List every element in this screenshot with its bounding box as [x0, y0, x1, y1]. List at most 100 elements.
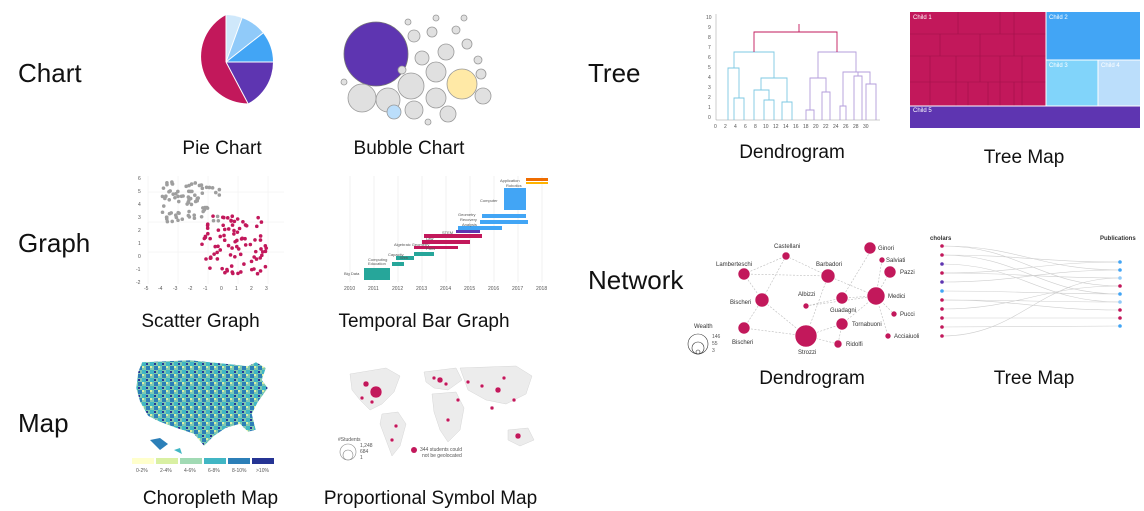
scatter-point-crimson	[249, 267, 254, 272]
caption-tree-map: Tree Map	[983, 147, 1065, 168]
caption-choropleth-map: Choropleth Map	[142, 488, 279, 509]
scatter-point-crimson	[258, 269, 263, 273]
proportional-symbol-map: #Students 1,248 684 1 344 students could…	[338, 365, 535, 461]
scatter-point-crimson	[258, 256, 263, 260]
scatter-point-crimson	[241, 219, 245, 224]
svg-text:Salviati: Salviati	[886, 258, 905, 264]
scatter-point-crimson	[222, 215, 226, 220]
scatter-point-crimson	[259, 247, 263, 251]
svg-text:6: 6	[708, 55, 711, 61]
svg-text:8: 8	[754, 124, 757, 130]
svg-text:Tornabuoni: Tornabuoni	[852, 322, 882, 328]
svg-text:6-8%: 6-8%	[208, 468, 220, 474]
treemap-child-1	[910, 12, 1046, 106]
treemap-child-5	[910, 106, 1140, 128]
svg-text:Robotics: Robotics	[506, 183, 522, 188]
svg-text:146: 146	[712, 334, 721, 340]
bipartite-link	[941, 299, 1121, 311]
svg-text:Geometry: Geometry	[458, 212, 476, 217]
svg-text:-4: -4	[158, 286, 163, 292]
svg-text:0: 0	[220, 286, 223, 292]
svg-text:Strozzi: Strozzi	[798, 350, 816, 356]
scatter-point-crimson	[263, 264, 268, 269]
svg-text:0: 0	[714, 124, 717, 130]
svg-text:2-4%: 2-4%	[160, 468, 172, 474]
scatter-point-gray	[179, 194, 184, 199]
svg-text:Pazzi: Pazzi	[900, 270, 915, 276]
svg-text:Medici: Medici	[888, 294, 905, 300]
bipartite-link	[941, 285, 1121, 310]
scatter-point-crimson	[230, 246, 234, 250]
bipartite-scholar-node	[940, 316, 944, 320]
svg-text:55: 55	[712, 341, 718, 347]
scatter-point-crimson	[235, 230, 240, 234]
svg-text:Capacity: Capacity	[388, 252, 404, 257]
svg-text:4: 4	[138, 202, 141, 208]
scatter-point-crimson	[216, 228, 221, 232]
scatter-point-crimson	[240, 236, 245, 241]
scatter-point-crimson	[248, 242, 253, 247]
scatter-point-gray	[167, 211, 172, 216]
scatter-point-crimson	[225, 267, 229, 272]
svg-text:8-10%: 8-10%	[232, 468, 247, 474]
choropleth-map: 0-2% 2-4% 4-6% 6-8% 8-10% >10%	[132, 359, 274, 474]
scatter-point-crimson	[254, 257, 259, 261]
scatter-point-crimson	[232, 228, 236, 233]
bipartite-link	[941, 263, 1121, 303]
svg-text:16: 16	[793, 124, 799, 130]
scatter-point-gray	[168, 189, 172, 193]
category-map: Map	[18, 408, 69, 438]
bubble-chart	[340, 14, 492, 126]
bipartite-scholar-node	[940, 244, 944, 248]
scatter-point-crimson	[208, 236, 212, 241]
dendrogram-tree: 10 9 8 7 6 5 4 3 2 1 0 0 2 4 6 8 10 12 14 16 18 20…	[706, 14, 880, 130]
scatter-point-gray	[164, 215, 169, 220]
scatter-point-gray	[186, 195, 191, 199]
svg-text:Algebraic Geometry: Algebraic Geometry	[394, 242, 429, 247]
caption-scatter-graph: Scatter Graph	[141, 311, 260, 332]
scatter-point-crimson	[218, 248, 223, 252]
svg-text:2: 2	[724, 124, 727, 130]
bipartite-scholar-node	[940, 262, 944, 266]
pie-slice-lightblue	[226, 18, 263, 62]
svg-text:not be geolocated: not be geolocated	[422, 453, 462, 459]
scatter-point-gray	[216, 218, 221, 223]
scatter-point-gray	[213, 190, 218, 195]
scatter-point-gray	[189, 202, 194, 207]
caption-network-dendrogram: Dendrogram	[759, 368, 865, 389]
bipartite-network: cholars Publications	[930, 236, 1136, 338]
bubble-large-purple	[343, 21, 409, 87]
svg-text:Child 4: Child 4	[1101, 63, 1120, 69]
scatter-point-gray	[173, 195, 177, 200]
svg-text:Pairs: Pairs	[426, 246, 435, 251]
bipartite-link	[941, 254, 1121, 295]
svg-text:2015: 2015	[464, 286, 475, 292]
bipartite-publication-node	[1118, 276, 1122, 280]
svg-text:14: 14	[783, 124, 789, 130]
scatter-point-gray	[176, 189, 180, 194]
bipartite-link	[941, 254, 1121, 263]
svg-text:STEM: STEM	[442, 230, 453, 235]
scatter-point-gray	[193, 193, 197, 198]
scatter-point-crimson	[244, 223, 249, 228]
svg-text:9: 9	[708, 25, 711, 31]
scatter-point-gray	[160, 210, 165, 215]
scatter-point-crimson	[226, 243, 231, 248]
svg-text:10: 10	[706, 15, 712, 21]
svg-text:Wealth: Wealth	[694, 324, 713, 330]
bipartite-scholar-node	[940, 298, 944, 302]
scatter-point-gray	[187, 215, 192, 219]
bipartite-link	[941, 277, 1121, 337]
bipartite-publication-node	[1118, 260, 1122, 264]
scatter-point-gray	[174, 192, 178, 196]
scatter-point-crimson	[222, 227, 227, 232]
svg-text:2013: 2013	[416, 286, 427, 292]
scatter-point-crimson	[205, 222, 210, 227]
scatter-point-gray	[192, 216, 197, 221]
svg-text:1: 1	[708, 105, 711, 111]
scatter-point-crimson	[222, 233, 226, 238]
scatter-point-crimson	[215, 257, 220, 261]
scatter-point-gray	[203, 205, 207, 210]
svg-text:1,248: 1,248	[360, 443, 373, 449]
category-graph: Graph	[18, 228, 91, 258]
